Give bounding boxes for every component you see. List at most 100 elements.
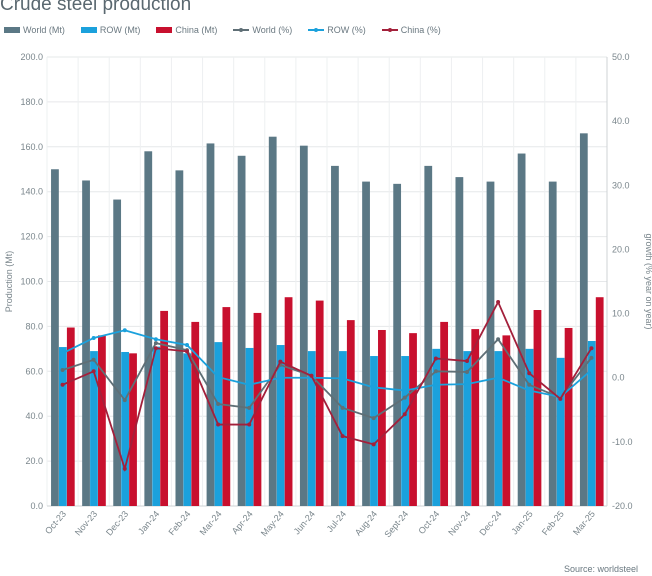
line-point: [91, 357, 96, 362]
bar-china: [98, 335, 106, 506]
x-tick-label: Nov-23: [73, 509, 99, 538]
legend-item: ROW (%): [308, 25, 366, 35]
legend-label: World (Mt): [23, 25, 65, 35]
x-tick-label: Jan-25: [509, 509, 534, 537]
y-tick-label: 0.0: [30, 501, 43, 511]
y-tick-label: 160.0: [20, 142, 43, 152]
line-point: [496, 375, 501, 380]
bar-row: [401, 356, 409, 506]
bar-china: [440, 321, 449, 506]
line-point: [60, 382, 65, 387]
x-tick-label: Jul-24: [325, 509, 348, 534]
y2-tick-label: -10.0: [612, 437, 633, 447]
line-point: [122, 328, 127, 333]
chart-title: Crude steel production: [0, 0, 192, 15]
bar-world: [113, 199, 122, 506]
x-tick-label: Apr-24: [230, 509, 255, 536]
line-point: [589, 346, 594, 351]
line-point: [60, 368, 65, 373]
x-tick-label: Oct-24: [416, 509, 441, 536]
legend-swatch: [4, 27, 20, 33]
line-point: [433, 382, 438, 387]
y2-tick-label: 30.0: [612, 180, 630, 190]
bar-world: [237, 155, 246, 506]
legend-item: World (Mt): [4, 25, 65, 35]
bar-china: [66, 327, 75, 506]
legend-label: ROW (%): [327, 25, 366, 35]
line-point: [122, 466, 127, 471]
bar-world: [144, 151, 153, 507]
bar-china: [222, 307, 231, 506]
bar-row: [245, 347, 254, 506]
bar-world: [268, 136, 277, 506]
legend-item: China (%): [381, 25, 441, 35]
y-axis-title: Production (Mt): [4, 251, 14, 313]
line-point: [340, 434, 345, 439]
x-tick-label: Jun-24: [292, 509, 317, 537]
bar-row: [494, 351, 503, 506]
legend-swatch: [156, 27, 173, 33]
bar-china: [315, 300, 324, 506]
x-tick-label: Nov-24: [446, 509, 472, 538]
legend-swatch: [308, 27, 325, 32]
line-point: [247, 405, 252, 410]
x-tick-label: Dec-24: [477, 509, 503, 538]
y-tick-label: 180.0: [20, 97, 43, 107]
line-point: [465, 359, 469, 364]
bar-china: [191, 321, 200, 506]
y-tick-label: 60.0: [25, 366, 43, 376]
bar-world: [299, 145, 308, 507]
legend-label: World (%): [252, 25, 293, 35]
legend-label: China (Mt): [175, 25, 218, 35]
line-point: [185, 349, 189, 354]
line-china: [62, 299, 593, 473]
line-point: [496, 337, 501, 342]
y2-tick-label: 50.0: [612, 52, 630, 62]
legend-swatch: [233, 27, 250, 32]
x-tick-label: Oct-23: [43, 509, 68, 536]
line-point: [527, 371, 532, 376]
line-point: [153, 346, 158, 351]
legend-swatch: [381, 27, 398, 32]
bar-china: [160, 310, 169, 506]
y-tick-label: 20.0: [25, 456, 43, 466]
line-point: [589, 368, 594, 373]
line-world: [62, 337, 593, 420]
legend-swatch: [80, 27, 97, 33]
line-point: [527, 388, 532, 393]
line-point: [247, 382, 252, 387]
line-point: [91, 335, 96, 340]
bar-world: [51, 169, 59, 506]
line-point: [402, 388, 407, 393]
line-point: [402, 412, 407, 417]
x-tick-label: Jan-24: [136, 509, 161, 537]
line-row: [62, 329, 593, 398]
bar-row: [370, 356, 378, 506]
bar-world: [548, 181, 557, 506]
line-point: [465, 382, 469, 387]
bar-china: [502, 335, 511, 506]
bar-row: [587, 340, 596, 506]
legend-item: China (Mt): [156, 25, 217, 35]
x-tick-label: Aug-24: [353, 509, 379, 538]
source-note: Source: worldsteel: [563, 564, 638, 574]
x-tick-label: Mar-25: [571, 509, 597, 537]
line-point: [340, 405, 345, 410]
bar-row: [556, 357, 565, 506]
bar-row: [58, 347, 67, 506]
line-point: [589, 355, 594, 360]
bar-world: [517, 153, 526, 506]
y-tick-label: 140.0: [20, 187, 43, 197]
line-point: [371, 385, 376, 390]
line-point: [216, 402, 221, 407]
line-point: [60, 351, 65, 356]
bar-china: [533, 310, 542, 506]
legend-item: World (%): [233, 25, 292, 35]
line-point: [558, 396, 563, 401]
line-point: [527, 382, 532, 387]
line-point: [278, 375, 283, 380]
bar-china: [409, 333, 417, 506]
y2-tick-label: 40.0: [612, 116, 630, 126]
line-point: [91, 369, 96, 374]
